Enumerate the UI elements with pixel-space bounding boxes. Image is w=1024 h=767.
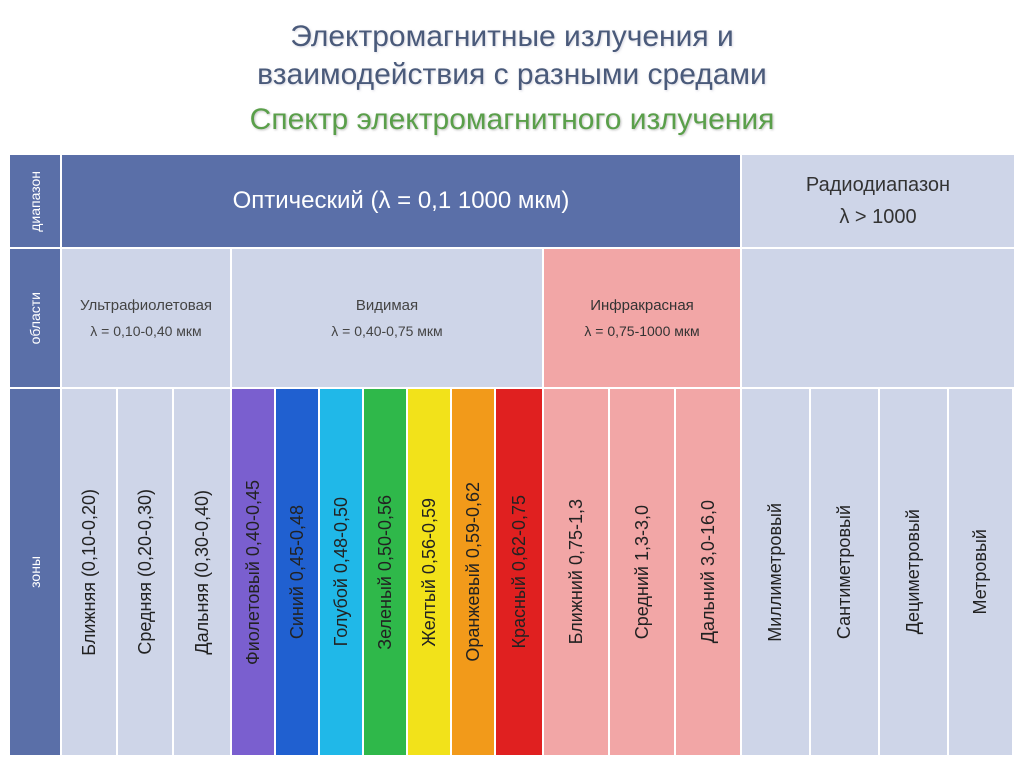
range-radio-lambda: λ > 1000 [839,203,916,231]
zone-radio-mm: Миллиметровый [741,388,810,756]
range-optical: Оптический (λ = 0,1 1000 мкм) [61,154,741,248]
area-uv-label: Ультрафиолетовая [80,295,212,316]
zone-orange-label: Оранжевый 0,59-0,62 [463,482,484,662]
zone-radio-cm-label: Сантиметровый [834,505,855,639]
zone-violet: Фиолетовый 0,40-0,45 [231,388,275,756]
zone-ir-mid-label: Средний 1,3-3,0 [632,505,653,639]
title-line2: взаимодействия с разными средами [257,58,767,91]
slide-title: Электромагнитные излучения и взаимодейст… [8,18,1016,93]
zone-green-label: Зеленый 0,50-0,56 [375,495,396,650]
zone-uv-mid-label: Средняя (0,20-0,30) [135,489,156,655]
slide-subtitle: Спектр электромагнитного излучения [8,103,1016,137]
zone-cyan-label: Голубой 0,48-0,50 [331,497,352,646]
zone-radio-dm-label: Дециметровый [903,509,924,634]
area-visible: Видимая λ = 0,40-0,75 мкм [231,248,543,388]
zone-blue-label: Синий 0,45-0,48 [287,505,308,639]
slide: Электромагнитные излучения и взаимодейст… [0,0,1024,767]
area-ir-lambda: λ = 0,75-1000 мкм [584,322,699,342]
zone-radio-cm: Сантиметровый [810,388,879,756]
row-label-range: диапазон [9,154,61,248]
zone-ir-far: Дальний 3,0-16,0 [675,388,741,756]
area-ir-label: Инфракрасная [590,295,694,316]
range-radio: Радиодиапазон λ > 1000 [741,154,1015,248]
spectrum-table: диапазон области зоны Оптический (λ = 0,… [8,153,1016,757]
title-line1: Электромагнитные излучения и [290,20,733,53]
area-radio-span [741,248,1015,388]
zone-red-label: Красный 0,62-0,75 [509,495,530,649]
row-labels-column: диапазон области зоны [9,154,61,756]
area-uv-lambda: λ = 0,10-0,40 мкм [90,322,201,342]
zone-uv-near-label: Ближняя (0,10-0,20) [79,489,100,656]
zone-ir-near: Ближний 0,75-1,3 [543,388,609,756]
zone-yellow: Желтый 0,56-0,59 [407,388,451,756]
table-content: Оптический (λ = 0,1 1000 мкм) Радиодиапа… [61,154,1015,756]
zone-yellow-label: Желтый 0,56-0,59 [419,498,440,647]
zone-radio-m-label: Метровый [970,529,991,614]
area-ir: Инфракрасная λ = 0,75-1000 мкм [543,248,741,388]
area-visible-lambda: λ = 0,40-0,75 мкм [331,322,442,342]
zone-ir-near-label: Ближний 0,75-1,3 [566,499,587,644]
range-optical-label: Оптический (λ = 0,1 1000 мкм) [233,184,570,218]
zone-orange: Оранжевый 0,59-0,62 [451,388,495,756]
zone-uv-far: Дальняя (0,30-0,40) [173,388,231,756]
zone-ir-far-label: Дальний 3,0-16,0 [698,500,719,643]
range-radio-label: Радиодиапазон [806,171,950,199]
zone-radio-dm: Дециметровый [879,388,948,756]
row-label-areas: области [9,248,61,388]
zone-uv-mid: Средняя (0,20-0,30) [117,388,173,756]
area-uv: Ультрафиолетовая λ = 0,10-0,40 мкм [61,248,231,388]
zone-radio-m: Метровый [948,388,1013,756]
zone-red: Красный 0,62-0,75 [495,388,543,756]
zone-cyan: Голубой 0,48-0,50 [319,388,363,756]
area-visible-label: Видимая [356,295,418,316]
zone-uv-near: Ближняя (0,10-0,20) [61,388,117,756]
row-zones: Ближняя (0,10-0,20) Средняя (0,20-0,30) … [61,388,1015,756]
zone-uv-far-label: Дальняя (0,30-0,40) [192,490,213,655]
row-label-zones: зоны [9,388,61,756]
row-label-areas-text: области [27,292,43,344]
row-label-zones-text: зоны [27,556,43,588]
zone-violet-label: Фиолетовый 0,40-0,45 [243,480,264,665]
zone-green: Зеленый 0,50-0,56 [363,388,407,756]
row-label-range-text: диапазон [27,171,43,232]
row-ranges: Оптический (λ = 0,1 1000 мкм) Радиодиапа… [61,154,1015,248]
zone-radio-mm-label: Миллиметровый [765,503,786,642]
zone-ir-mid: Средний 1,3-3,0 [609,388,675,756]
row-areas: Ультрафиолетовая λ = 0,10-0,40 мкм Видим… [61,248,1015,388]
zone-blue: Синий 0,45-0,48 [275,388,319,756]
